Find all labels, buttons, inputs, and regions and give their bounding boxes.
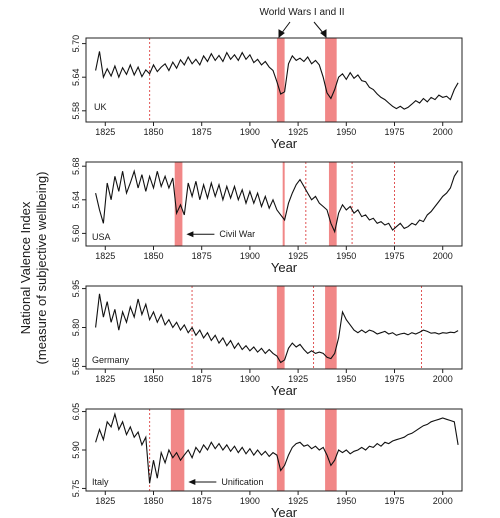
uk-series-line: [95, 51, 459, 110]
usa-panel: 1825 1850 1875 1900 1925 1950 1975 2000 5.60 5.64…: [71, 157, 463, 275]
usa-x-axis-title: Year: [271, 260, 298, 275]
germany-x-tick-label-1825: 1825: [95, 374, 115, 384]
germany-x-tick-label-1925: 1925: [288, 374, 308, 384]
uk-x-tick-label-1925: 1925: [288, 127, 308, 137]
italy-country-label: Italy: [92, 477, 109, 487]
germany-series-line: [95, 293, 459, 364]
usa-x-tick-label-1925: 1925: [288, 251, 308, 261]
usa-x-tick-label-1975: 1975: [384, 251, 404, 261]
usa-x-tick-label-1950: 1950: [336, 251, 356, 261]
germany-y-tick-label-2: 5.95: [71, 280, 81, 298]
uk-shaded-period-0: [276, 38, 285, 122]
usa-x-tick-label-1850: 1850: [143, 251, 163, 261]
uk-x-tick-label-1875: 1875: [192, 127, 212, 137]
germany-shaded-period-0: [276, 286, 285, 369]
arrow-head-ww1: [278, 29, 285, 39]
usa-country-label: USA: [92, 232, 111, 242]
usa-plot-frame: [85, 161, 463, 247]
italy-annotation-label: Unification: [221, 477, 263, 487]
usa-shaded-period-1: [282, 162, 285, 246]
uk-country-label: UK: [94, 102, 107, 112]
usa-shaded-period-0: [174, 162, 183, 246]
germany-x-tick-label-1950: 1950: [336, 374, 356, 384]
usa-shaded-period-2: [328, 162, 337, 246]
uk-x-tick-label-1975: 1975: [384, 127, 404, 137]
italy-series-line: [95, 412, 459, 484]
italy-shaded-period-0: [170, 409, 185, 491]
italy-x-tick-label-1875: 1875: [192, 496, 212, 506]
italy-y-tick-label-0: 5.75: [71, 480, 81, 498]
germany-x-tick-label-1875: 1875: [192, 374, 212, 384]
italy-shaded-period-2: [325, 409, 337, 491]
germany-plot-frame: [85, 285, 463, 370]
italy-shaded-period-1: [276, 409, 285, 491]
arrow-head-ww2: [320, 29, 327, 39]
italy-annotation-arrowhead: [188, 479, 196, 486]
italy-x-tick-label-2000: 2000: [433, 496, 453, 506]
uk-panel: 1825 1850 1875 1900 1925 1950 1975 2000 5.58 5.64…: [71, 35, 463, 151]
usa-annotation-arrowhead: [186, 231, 194, 238]
germany-x-axis-title: Year: [271, 383, 298, 398]
uk-x-tick-label-1850: 1850: [143, 127, 163, 137]
germany-country-label: Germany: [92, 355, 130, 365]
germany-x-tick-label-1975: 1975: [384, 374, 404, 384]
italy-x-tick-label-1975: 1975: [384, 496, 404, 506]
usa-x-tick-label-1825: 1825: [95, 251, 115, 261]
germany-x-tick-label-2000: 2000: [433, 374, 453, 384]
germany-panel: 1825 1850 1875 1900 1925 1950 1975 2000 5.65 5.80…: [71, 280, 463, 398]
usa-x-tick-label-1900: 1900: [240, 251, 260, 261]
usa-y-tick-label-1: 5.64: [71, 191, 81, 209]
uk-plot-frame: [85, 37, 463, 123]
uk-x-tick-label-1825: 1825: [95, 127, 115, 137]
uk-y-tick-label-2: 5.70: [71, 35, 81, 53]
italy-x-axis-title: Year: [271, 505, 298, 518]
italy-x-tick-label-1950: 1950: [336, 496, 356, 506]
uk-x-tick-label-1900: 1900: [240, 127, 260, 137]
world-wars-arrows: [278, 21, 327, 39]
uk-x-axis-title: Year: [271, 136, 298, 151]
italy-x-tick-label-1850: 1850: [143, 496, 163, 506]
usa-y-tick-label-2: 5.68: [71, 157, 81, 175]
italy-y-tick-label-1: 5.90: [71, 441, 81, 459]
usa-y-tick-label-0: 5.60: [71, 225, 81, 243]
uk-x-tick-label-2000: 2000: [433, 127, 453, 137]
usa-x-tick-label-1875: 1875: [192, 251, 212, 261]
usa-annotation-label: Civil War: [219, 229, 255, 239]
usa-x-tick-label-2000: 2000: [433, 251, 453, 261]
usa-series-line: [95, 169, 459, 234]
uk-shaded-period-1: [325, 38, 337, 122]
chart-panels: 1825 1850 1875 1900 1925 1950 1975 2000 5.58 5.64…: [71, 35, 463, 518]
germany-shaded-period-1: [325, 286, 337, 369]
germany-x-tick-label-1850: 1850: [143, 374, 163, 384]
y-axis-title-line1: National Valence Index: [18, 201, 33, 334]
germany-y-tick-label-0: 5.65: [71, 358, 81, 376]
germany-x-tick-label-1900: 1900: [240, 374, 260, 384]
germany-y-tick-label-1: 5.80: [71, 319, 81, 337]
italy-x-tick-label-1825: 1825: [95, 496, 115, 506]
italy-x-tick-label-1925: 1925: [288, 496, 308, 506]
italy-x-tick-label-1900: 1900: [240, 496, 260, 506]
uk-y-tick-label-1: 5.64: [71, 68, 81, 86]
uk-x-tick-label-1950: 1950: [336, 127, 356, 137]
italy-panel: 1825 1850 1875 1900 1925 1950 1975 2000 5.75 5.90…: [71, 403, 463, 518]
italy-y-tick-label-2: 6.05: [71, 403, 81, 421]
italy-plot-frame: [85, 408, 463, 492]
uk-y-tick-label-0: 5.58: [71, 102, 81, 120]
world-wars-annotation: World Wars I and II: [259, 7, 344, 18]
y-axis-title-line2: (measure of subjective wellbeing): [34, 172, 49, 365]
